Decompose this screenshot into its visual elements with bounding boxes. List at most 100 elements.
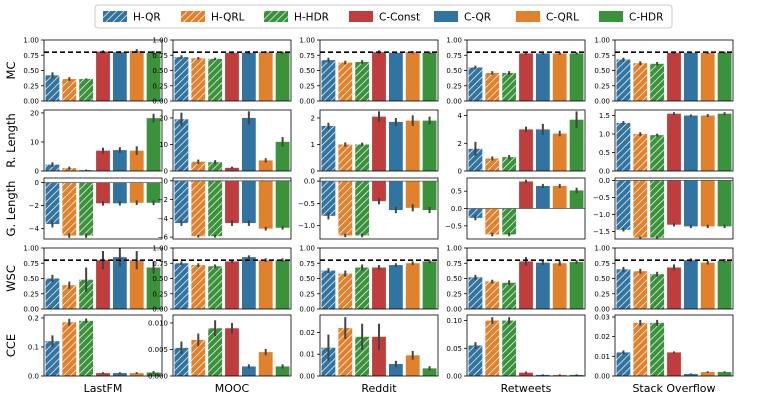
bar-c-const: [372, 116, 386, 171]
bar-c-hdr: [422, 261, 437, 309]
bar-c-qr: [241, 366, 256, 376]
y-tick-label: 0.50: [152, 67, 168, 75]
bar-c-const: [225, 328, 239, 376]
panel-r-length-mooc: 0 10 20: [159, 109, 292, 176]
panel-wsc-retweets: 0.00 0.25 0.50 0.75 1.00: [446, 245, 586, 314]
panel-frame: [319, 39, 439, 102]
y-tick-label: 1.00: [23, 37, 39, 45]
bar-h-qr-hatch: [174, 180, 189, 224]
bar-h-qr-hatch: [468, 208, 483, 218]
bar-c-qr: [388, 52, 403, 101]
panel-mc-stack-overflow: 0.00 0.25 0.50 0.75 1.00: [594, 37, 734, 106]
panel-frame: [614, 39, 734, 102]
bar-h-hdr-hatch: [650, 322, 665, 376]
y-tick-label: 0.00: [152, 306, 168, 314]
y-tick-label: 0.05: [446, 345, 462, 353]
y-tick-label: 0: [164, 177, 168, 185]
bar-h-qrl-hatch: [191, 161, 206, 171]
y-tick-label: 0.25: [299, 82, 315, 90]
bar-c-const: [372, 52, 386, 101]
bar-c-hdr: [146, 267, 161, 309]
bar-c-hdr: [275, 180, 290, 228]
y-tick-label: −1.5: [593, 228, 610, 236]
y-tick-label: 0.02: [594, 333, 610, 341]
bar-h-qrl-hatch: [338, 62, 353, 101]
bar-h-qrl-hatch: [633, 180, 648, 238]
panel-frame: [319, 247, 439, 310]
panel-frame: [43, 177, 163, 240]
bar-c-hdr: [717, 113, 732, 171]
y-tick-label: 0.01: [299, 351, 315, 359]
bar-c-const: [225, 52, 239, 101]
y-tick-label: 0.0: [599, 168, 610, 176]
bar-c-qr: [112, 150, 127, 171]
panel-frame: [172, 177, 292, 240]
bar-c-qr: [683, 374, 698, 376]
bar-h-qr-hatch: [45, 341, 60, 376]
bar-h-qrl-hatch: [485, 72, 500, 101]
y-tick-label: 0.00: [594, 98, 610, 106]
bar-c-qr: [683, 180, 698, 227]
row-label-g-length: G. Length: [4, 181, 18, 237]
legend-item-c-qr: C-QR: [434, 11, 491, 24]
bar-h-qr-hatch: [616, 59, 631, 101]
bar-c-qrl: [552, 53, 567, 101]
bar-c-qrl: [552, 133, 567, 171]
bar-c-const: [667, 180, 681, 225]
row-labels: MC R. Length G. Length WSC CCE: [4, 62, 18, 358]
bar-h-hdr-hatch: [650, 180, 665, 238]
y-tick-label: 0.00: [446, 306, 462, 314]
y-tick-label: 1.00: [594, 37, 610, 45]
bar-c-qr: [683, 52, 698, 101]
bar-h-qr-hatch: [616, 122, 631, 171]
y-tick-label: 0.00: [23, 306, 39, 314]
panel-frame: [319, 177, 439, 240]
y-tick-label: 1.5: [599, 112, 610, 120]
bar-c-qrl: [700, 372, 715, 376]
y-tick-label: 0.02: [299, 329, 315, 337]
bar-c-qrl: [129, 373, 144, 376]
y-tick-label: 0.00: [446, 98, 462, 106]
bar-h-qrl-hatch: [633, 63, 648, 101]
y-tick-label: 1.00: [299, 37, 315, 45]
bar-c-const: [519, 261, 533, 309]
bar-c-const: [96, 373, 110, 376]
y-tick-label: 0.75: [152, 52, 168, 60]
bar-c-qrl: [405, 355, 420, 376]
legend-item-h-qrl: H-QRL: [181, 11, 245, 24]
bar-c-hdr: [422, 181, 437, 211]
panel-cce-lastfm: 0.0 0.1 0.2: [28, 314, 163, 381]
y-tick-label: 4: [458, 112, 463, 120]
bar-c-qr: [535, 262, 550, 309]
legend-swatch: [434, 11, 458, 22]
bar-c-const: [96, 51, 110, 101]
bar-c-qr: [241, 117, 256, 171]
bar-c-const: [225, 180, 239, 224]
bar-h-hdr-hatch: [355, 144, 370, 171]
legend-label: C-Const: [379, 12, 420, 24]
legend-swatch-hatch: [181, 11, 205, 22]
bar-h-qr-hatch: [45, 164, 60, 171]
y-tick-label: 0.010: [148, 319, 168, 327]
y-tick-label: 0.25: [23, 290, 39, 298]
row-label-cce: CCE: [4, 334, 18, 357]
bar-c-const: [225, 261, 239, 309]
column-labels: LastFM MOOC Reddit Retweets Stack Overflow: [84, 382, 716, 395]
bar-c-hdr: [717, 52, 732, 101]
panel-frame: [614, 247, 734, 310]
panel-g-length-retweets: −0.5 0.0 0.5: [445, 177, 586, 240]
panel-wsc-reddit: 0.00 0.25 0.50 0.75 1.00: [299, 245, 439, 314]
row-label-mc: MC: [4, 62, 18, 80]
y-tick-label: 2: [311, 114, 315, 122]
bar-c-qrl: [129, 260, 144, 309]
y-tick-label: 0.03: [594, 313, 610, 321]
y-tick-label: 0.75: [446, 260, 462, 268]
bar-h-qr-hatch: [468, 345, 483, 376]
panel-g-length-lastfm: −4 −2 0: [29, 177, 163, 240]
panel-frame: [43, 109, 163, 172]
bar-h-qrl-hatch: [62, 322, 77, 376]
bar-h-hdr-hatch: [650, 63, 665, 101]
bar-c-hdr: [422, 120, 437, 171]
bar-c-const: [372, 181, 386, 202]
bar-h-qr-hatch: [174, 347, 189, 376]
